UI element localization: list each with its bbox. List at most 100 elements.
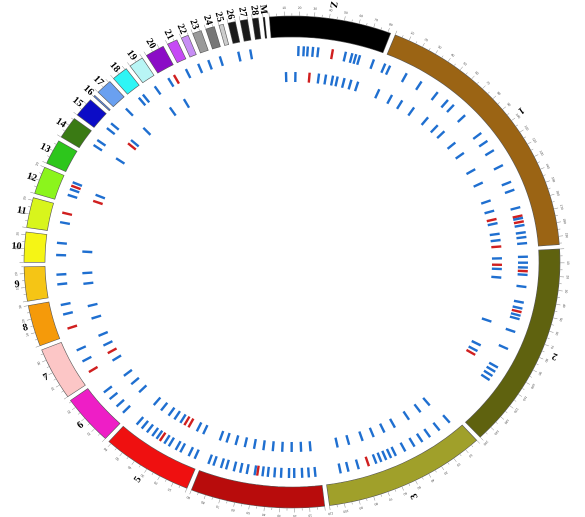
inner-track-marker-15: [130, 139, 140, 148]
chromosome-label-M: M: [257, 4, 269, 15]
scale-tick-label: 20: [35, 162, 40, 167]
inner-track-marker-3: [389, 418, 396, 429]
scale-tick: [190, 29, 193, 34]
chromosome-ring: [23, 15, 561, 509]
scale-tick: [477, 81, 479, 84]
scale-tick-label: 10: [25, 332, 30, 337]
scale-tick: [380, 494, 382, 497]
scale-tick: [441, 466, 445, 471]
scale-tick: [471, 75, 475, 79]
scale-tick-label: 80: [200, 500, 205, 505]
scale-tick: [395, 30, 398, 35]
scale-tick-label: 110: [524, 125, 530, 132]
outer-track-marker-4: [219, 458, 226, 469]
scale-tick: [344, 503, 346, 508]
outer-track-marker-Z: [329, 49, 335, 60]
marker-tracks: [56, 46, 529, 479]
scale-tick: [359, 500, 361, 505]
scale-tick-label: 20: [22, 196, 27, 201]
chromosome-label-18: 18: [107, 60, 122, 75]
chromosome-6: [70, 388, 121, 439]
chromosome-label-15: 15: [70, 95, 85, 110]
outer-track-marker-3: [442, 414, 451, 424]
scale-tick: [460, 66, 463, 70]
scale-tick-label: 140: [493, 429, 500, 436]
scale-tick: [552, 201, 555, 203]
chromosome-label-5: 5: [132, 475, 144, 485]
scale-tick: [447, 58, 451, 62]
scale-tick: [46, 366, 50, 368]
scale-tick: [35, 345, 40, 348]
chromosome-label-27: 27: [236, 6, 249, 18]
scale-tick: [422, 477, 424, 480]
scale-tick-label: 10: [15, 286, 19, 290]
scale-tick: [94, 88, 98, 93]
outer-track-marker-9: [56, 272, 67, 276]
scale-tick-label: 140: [545, 163, 551, 170]
scale-tick: [189, 490, 192, 495]
inner-track-marker-12: [92, 199, 104, 206]
scale-tick-label: 20: [43, 374, 48, 379]
outer-track-marker-Z: [369, 59, 376, 70]
outer-track-marker-3: [408, 437, 416, 448]
outer-track-marker-4: [306, 467, 311, 478]
scale-tick-label: 70: [215, 504, 220, 509]
scale-tick: [248, 505, 250, 510]
scale-tick: [107, 443, 111, 447]
outer-track-marker-4: [232, 461, 238, 472]
chromosome-label-19: 19: [124, 48, 139, 63]
inner-track-marker-5: [152, 396, 162, 406]
scale-tick-label: 130: [539, 150, 545, 157]
outer-track-marker-4: [212, 455, 218, 467]
outer-track-marker-1: [484, 149, 495, 157]
outer-track-marker-1: [456, 114, 466, 123]
scale-tick: [40, 165, 45, 168]
inner-track-marker-5: [195, 421, 203, 432]
chromosome-12: [34, 166, 65, 200]
outer-track-marker-1: [384, 65, 392, 76]
scale-tick: [186, 32, 189, 35]
outer-track-marker-15: [106, 127, 116, 136]
scale-tick-label: 60: [555, 331, 560, 336]
scale-tick: [179, 33, 182, 38]
scale-tick: [387, 28, 390, 32]
inner-track-marker-3: [402, 410, 411, 421]
outer-track-marker-20: [167, 77, 175, 88]
scale-tick-label: 30: [36, 361, 41, 366]
scale-tick-label: 90: [537, 371, 542, 376]
scale-tick: [143, 51, 147, 56]
outer-track-marker-5: [167, 437, 176, 447]
scale-tick: [540, 167, 545, 170]
scale-tick: [505, 411, 508, 413]
outer-track-marker-1: [514, 223, 525, 228]
outer-track-marker-4: [224, 459, 230, 470]
scale-tick: [428, 48, 431, 51]
chromosome-label-16: 16: [81, 83, 96, 98]
scale-tick: [529, 376, 532, 378]
scale-tick: [87, 423, 90, 426]
inner-track-marker-9: [83, 281, 94, 286]
scale-tick: [90, 93, 94, 97]
scale-tick: [428, 473, 432, 478]
inner-track-marker-1: [473, 181, 484, 188]
scale-tick-label: 60: [474, 71, 479, 76]
scale-tick: [65, 122, 69, 126]
scale-tick: [542, 350, 545, 353]
outer-track-marker-7: [88, 365, 99, 374]
chromosome-label-2: 2: [551, 350, 560, 362]
scale-tick: [23, 305, 28, 307]
chromosome-2: [464, 248, 561, 438]
scale-tick-label: 60: [230, 508, 235, 513]
scale-tick: [62, 129, 65, 132]
chromosome-25: [218, 23, 230, 46]
scale-tick: [34, 178, 39, 181]
scale-tick-label: 60: [403, 491, 408, 496]
outer-track-marker-1: [517, 241, 528, 246]
scale-tick: [122, 65, 125, 70]
inner-track-marker-14: [115, 157, 126, 165]
outer-track-marker-4: [261, 466, 265, 477]
chromosome-label-6: 6: [75, 419, 86, 431]
outer-track-marker-1: [430, 91, 439, 101]
outer-track-marker-1: [515, 230, 526, 235]
scale-tick: [507, 113, 510, 115]
